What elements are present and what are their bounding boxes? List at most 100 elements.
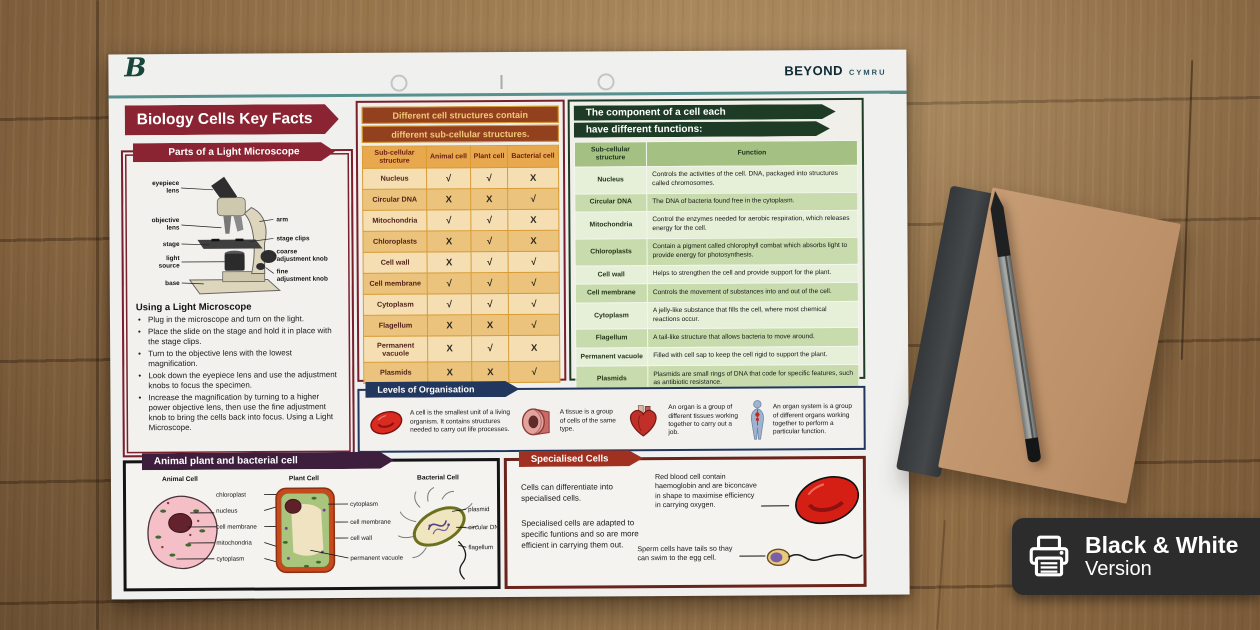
microscope-label: lens [167,225,180,232]
microscope-label: eyepiece [152,180,179,187]
cell-value: √ [471,335,509,362]
cell-value: √ [508,314,560,336]
row-label: Cell membrane [363,273,428,295]
microscope-label: objective [152,217,180,224]
structures-heading-line2: different sub-cellular structures. [361,124,559,143]
cell-value: √ [508,293,560,315]
cell-value: Helps to strengthen the cell and provide… [647,264,859,284]
diagram-label: mitochondria [216,540,252,547]
cell-value: X [427,252,472,274]
svg-text:light: light [166,255,180,262]
row-label: Flagellum [575,329,648,348]
usage-bullet: Turn to the objective lens with the lowe… [136,348,342,370]
svg-text:lens: lens [166,188,179,195]
cell-value: √ [427,294,472,316]
badge-line2: Version [1085,557,1152,580]
microscope-label: lens [166,188,179,195]
cell-diagrams-illustration: Animal Cell Plant Cell Bacterial Cell ch… [147,474,498,580]
svg-text:arm: arm [276,216,288,223]
cell-value: √ [426,210,471,232]
table-row: Circular DNA X X √ [362,188,559,211]
bacterial-cell-title: Bacterial Cell [417,474,459,481]
usage-heading: Using a Light Microscope [135,301,252,314]
header-divider [108,90,907,98]
svg-text:stage clips: stage clips [276,235,310,242]
red-blood-cell-illustration [795,476,860,525]
svg-text:coarse: coarse [277,248,298,255]
microscope-heading: Parts of a Light Microscope [133,142,335,162]
row-label: Permanent vacuole [575,347,648,367]
table-row: Cytoplasm A jelly-like substance that fil… [575,300,859,330]
organisation-organ-system-text: An organ system is a group of different … [772,403,852,436]
diagram-label: cell membrane [350,519,391,526]
diagram-label: chloroplast [216,492,246,499]
microscope-label: stage [163,241,180,248]
cell-value: √ [470,209,509,232]
organisation-cell-text: A cell is the smallest unit of a living … [409,409,511,434]
beyond-logo-icon: B [124,53,147,84]
table-row: Nucleus √ √ X [362,167,559,190]
microscope-illustration: eyepiece lens objective lens stage light… [152,176,328,295]
cell-value: X [507,209,559,231]
diagram-label: circular DNA [468,524,497,531]
row-label: Plasmids [363,362,428,384]
row-label: Circular DNA [362,189,427,211]
table-row: Mitochondria Control the enzymes needed f… [574,210,858,239]
table-row: Cell membrane Controls the movement of su… [575,282,859,303]
organisation-tissue-text: A tissue is a group of cells of the same… [559,408,616,433]
notebook [895,180,1188,515]
diagram-label: cytoplasm [350,501,378,508]
fold-mark [500,75,503,90]
cell-value: X [427,315,472,337]
column-header: Bacterial cell [507,145,559,168]
diagram-label: nucleus [216,508,237,515]
hole-punch-icon [597,73,615,91]
cell-value: X [471,314,509,337]
microscope-label: base [165,280,180,287]
cell-value: √ [470,167,508,190]
brand-name: BEYOND [784,62,844,79]
cell-value: X [427,361,472,384]
cell-value: X [470,188,508,211]
cell-value: √ [471,293,509,316]
table-row: Chloroplasts X √ X [362,230,560,253]
cell-value: Control the enzymes needed for aerobic r… [646,210,858,239]
cell-value: √ [471,272,509,295]
column-header: Sub-cellular structure [574,141,647,167]
usage-list: Plug in the microscope and turn on the l… [136,314,343,435]
microscope-label: arm [276,216,288,223]
diagram-label: cytoplasm [216,556,244,563]
cell-value: Contain a pigment called chlorophyll com… [646,237,859,266]
cell-value: A tail-like structure that allows bacter… [647,327,859,348]
brand-wordmark: BEYOND CYMRU [784,62,886,79]
usage-bullet: Look down the eyepiece lens and use the … [136,370,342,392]
leader-line [761,505,790,507]
specialised-cells-section: Specialised Cells Cells can differentiat… [503,456,867,590]
specialised-para2: Specialised cells are adapted to specifi… [521,518,639,550]
cell-value: √ [508,251,560,273]
organisation-organ-text: An organ is a group of different tissues… [668,403,738,437]
svg-text:eyepiece: eyepiece [152,180,179,187]
animal-cell-title: Animal Cell [162,476,198,483]
cell-value: Controls the movement of substances into… [647,282,859,303]
diagram-label: permanent vacuole [350,555,403,562]
cell-value: X [471,361,509,383]
table-row: Circular DNA The DNA of bacteria found fr… [574,191,858,213]
cell-value: X [427,336,472,363]
row-label: Mitochondria [574,211,647,239]
svg-text:stage: stage [163,241,180,248]
wood-grain-line [96,0,99,630]
cell-diagrams-heading: Animal plant and bacterial cell [142,452,394,471]
cell-value: √ [508,272,560,294]
microscope-label: fine [277,268,289,275]
usage-bullet: Place the slide on the stage and hold it… [136,326,342,348]
table-row: Permanent vacuole X √ X [363,335,560,363]
organ-system-icon [750,400,764,440]
specialised-heading: Specialised Cells [519,450,643,467]
cell-value: √ [471,251,509,274]
row-label: Flagellum [363,315,428,337]
svg-text:adjustment knob: adjustment knob [277,256,328,263]
svg-text:objective: objective [152,217,180,224]
row-label: Cell wall [575,265,648,285]
svg-text:source: source [159,263,180,270]
